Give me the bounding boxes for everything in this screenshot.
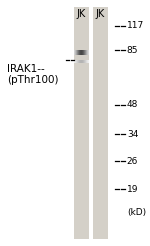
Text: 117: 117 [127,21,144,30]
Text: JK: JK [77,9,86,19]
Bar [93,7,108,239]
Text: JK: JK [96,9,105,19]
Text: 34: 34 [127,130,138,138]
Text: 26: 26 [127,157,138,166]
Text: 48: 48 [127,100,138,109]
Text: 85: 85 [127,46,138,55]
Bar [74,7,89,239]
Text: (kD): (kD) [127,208,146,217]
Text: IRAK1--: IRAK1-- [7,64,45,74]
Text: 19: 19 [127,185,138,194]
Text: (pThr100): (pThr100) [7,75,59,85]
